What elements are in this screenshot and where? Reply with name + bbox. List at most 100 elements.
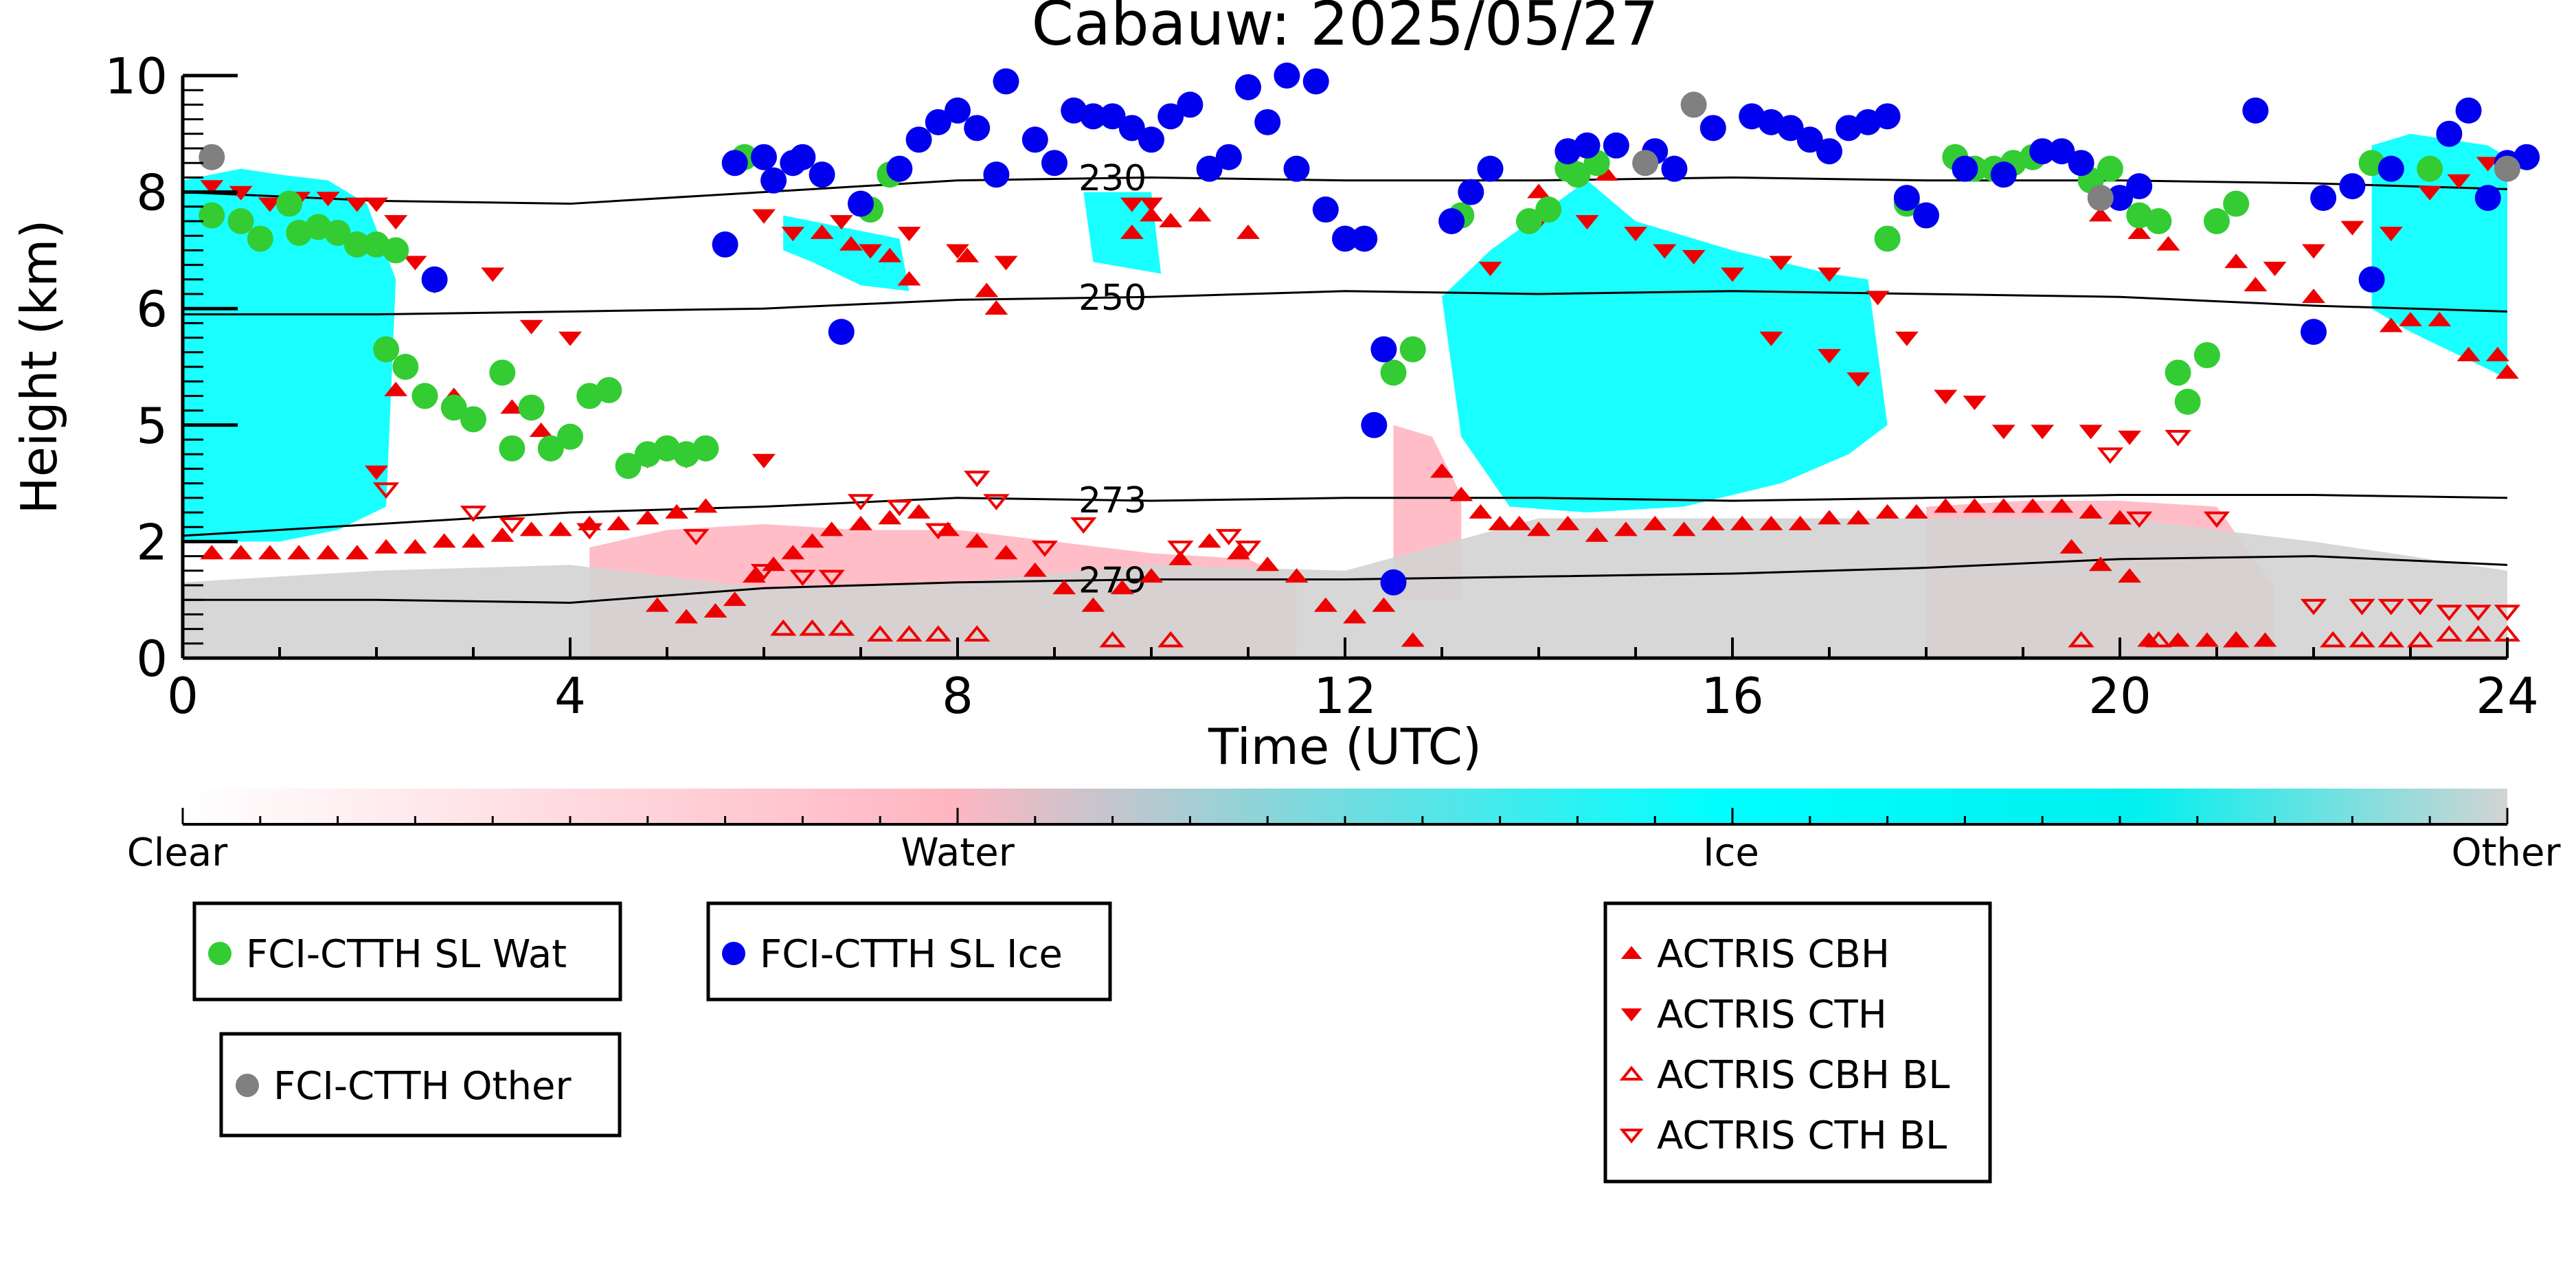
point-actris-cth-39 <box>1759 331 1783 346</box>
point-fci-ctth-sl-wat-11 <box>392 354 419 380</box>
point-actris-cbh-31 <box>849 515 872 530</box>
point-actris-cbh-18 <box>384 381 408 396</box>
y-tick-label-2: 2 <box>136 513 168 571</box>
point-actris-cth-27 <box>1682 249 1706 264</box>
point-actris-cth-42 <box>2263 261 2287 276</box>
point-actris-cbh-bl-0 <box>770 619 797 636</box>
point-fci-ctth-sl-wat-12 <box>411 383 438 409</box>
point-actris-cth-bl-18 <box>2126 511 2153 528</box>
point-actris-cbh-43 <box>1197 533 1221 548</box>
point-actris-cbh-74 <box>2050 498 2074 513</box>
point-fci-ctth-sl-wat-22 <box>615 453 642 479</box>
point-actris-cth-34 <box>1963 395 1987 410</box>
point-actris-cbh-89 <box>956 247 980 262</box>
point-actris-cbh-86 <box>839 236 863 251</box>
point-actris-cbh-27 <box>762 556 786 572</box>
point-fci-ctth-sl-ice-16 <box>993 68 1019 95</box>
point-fci-ctth-sl-ice-2 <box>721 150 748 177</box>
point-actris-cbh-1 <box>229 545 253 560</box>
point-actris-cth-bl-10 <box>925 523 951 540</box>
point-fci-ctth-sl-ice-39 <box>1438 208 1465 234</box>
point-fci-ctth-sl-ice-55 <box>1874 103 1901 130</box>
point-actris-cbh-58 <box>1585 527 1609 542</box>
point-actris-cth-35 <box>1991 425 2015 440</box>
point-actris-cbh-9 <box>462 533 485 548</box>
point-actris-cbh-41 <box>1140 568 1163 583</box>
point-fci-ctth-sl-ice-63 <box>2107 185 2133 212</box>
point-actris-cth-bl-2 <box>499 517 526 534</box>
point-fci-ctth-sl-wat-17 <box>518 394 545 421</box>
point-actris-cbh-0 <box>200 545 224 560</box>
point-fci-ctth-sl-ice-23 <box>1138 126 1164 153</box>
point-actris-cbh-72 <box>1991 498 2015 513</box>
point-actris-cth-45 <box>2379 227 2403 242</box>
y-tick-label-4: 5 <box>136 397 168 455</box>
colorbar: Clear Water Ice Other <box>127 789 2561 875</box>
point-actris-cth-bl-7 <box>818 569 845 587</box>
point-actris-cbh-104 <box>2244 277 2268 292</box>
point-actris-cth-6 <box>365 197 388 212</box>
point-actris-cth-bl-27 <box>2494 605 2521 622</box>
point-fci-ctth-sl-ice-67 <box>2310 185 2337 212</box>
point-actris-cbh-30 <box>820 521 844 536</box>
legend-fci-wat: FCI-CTTH SL Wat <box>192 901 622 1002</box>
point-actris-cbh-48 <box>1343 609 1367 624</box>
point-actris-cth-24 <box>1575 215 1599 230</box>
point-actris-cbh-bl-3 <box>867 625 894 642</box>
point-fci-ctth-sl-wat-31 <box>1399 336 1426 363</box>
point-actris-cbh-bl-2 <box>828 619 855 636</box>
point-actris-cth-36 <box>2031 425 2055 440</box>
point-fci-ctth-sl-wat-51 <box>2193 342 2220 369</box>
point-actris-cth-bl-3 <box>576 523 603 540</box>
point-actris-cbh-105 <box>2302 289 2325 304</box>
point-actris-cbh-108 <box>2428 312 2452 327</box>
point-fci-ctth-sl-ice-3 <box>751 144 777 170</box>
isotherm-line-250 <box>183 290 2507 316</box>
point-actris-cbh-10 <box>490 527 515 542</box>
point-actris-cbh-bl-13 <box>2349 631 2375 648</box>
point-actris-cth-53 <box>752 453 776 468</box>
x-tick-label-24: 24 <box>2476 667 2539 725</box>
point-actris-cbh-6 <box>374 539 398 554</box>
point-actris-cbh-61 <box>1672 521 1696 536</box>
point-actris-cbh-23 <box>675 609 699 624</box>
point-actris-cbh-32 <box>878 510 902 525</box>
point-actris-cth-22 <box>1478 261 1502 276</box>
point-fci-ctth-sl-ice-7 <box>809 161 835 188</box>
y-tick-label-8: 8 <box>136 164 168 222</box>
point-fci-ctth-sl-ice-24 <box>1157 103 1184 130</box>
isotherm-line-230 <box>183 176 2507 205</box>
point-actris-cbh-53 <box>1469 504 1493 519</box>
point-actris-cth-bl-15 <box>1215 529 1242 545</box>
point-actris-cth-bl-17 <box>2097 447 2124 464</box>
point-fci-ctth-sl-ice-32 <box>1302 68 1329 95</box>
point-fci-ctth-sl-ice-33 <box>1312 196 1339 223</box>
point-fci-ctth-other-2 <box>1680 91 1707 118</box>
point-fci-ctth-sl-ice-36 <box>1361 411 1388 438</box>
point-actris-cth-bl-23 <box>2377 598 2404 615</box>
point-actris-cbh-42 <box>1168 550 1193 565</box>
point-fci-ctth-sl-ice-27 <box>1215 144 1242 170</box>
point-fci-ctth-other-0 <box>199 144 225 170</box>
point-fci-ctth-sl-ice-58 <box>1952 155 1978 182</box>
colorbar-label-clear: Clear <box>127 831 228 875</box>
point-actris-cbh-14 <box>607 515 631 530</box>
point-actris-cbh-92 <box>1120 224 1144 239</box>
point-actris-cbh-110 <box>2485 346 2509 361</box>
point-fci-ctth-sl-wat-21 <box>596 376 622 403</box>
point-fci-ctth-sl-ice-1 <box>712 231 738 258</box>
legend-marker-shape-6 <box>1619 1129 1644 1144</box>
point-fci-ctth-sl-wat-2 <box>247 225 273 252</box>
point-actris-cbh-68 <box>1875 504 1899 519</box>
point-actris-cbh-12 <box>548 521 572 536</box>
point-actris-cth-2 <box>258 197 282 212</box>
cloud-region-ice-0 <box>183 168 396 542</box>
point-actris-cth-bl-20 <box>2203 511 2230 528</box>
point-fci-ctth-sl-ice-31 <box>1283 155 1310 182</box>
point-actris-cth-bl-9 <box>886 499 913 517</box>
point-fci-ctth-sl-wat-15 <box>489 359 516 386</box>
point-fci-ctth-sl-ice-57 <box>1913 202 1939 229</box>
point-actris-cbh-99 <box>1594 166 1618 181</box>
point-fci-ctth-sl-ice-15 <box>983 161 1010 188</box>
point-actris-cbh-107 <box>2399 312 2422 327</box>
